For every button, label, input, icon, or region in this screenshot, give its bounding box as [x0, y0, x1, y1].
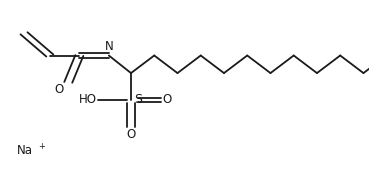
Text: O: O — [126, 128, 136, 141]
Text: HO: HO — [79, 93, 97, 106]
Text: +: + — [38, 142, 45, 151]
Text: O: O — [162, 93, 172, 106]
Text: O: O — [55, 83, 64, 96]
Text: N: N — [104, 40, 113, 53]
Text: S: S — [134, 93, 142, 106]
Text: Na: Na — [17, 144, 32, 157]
